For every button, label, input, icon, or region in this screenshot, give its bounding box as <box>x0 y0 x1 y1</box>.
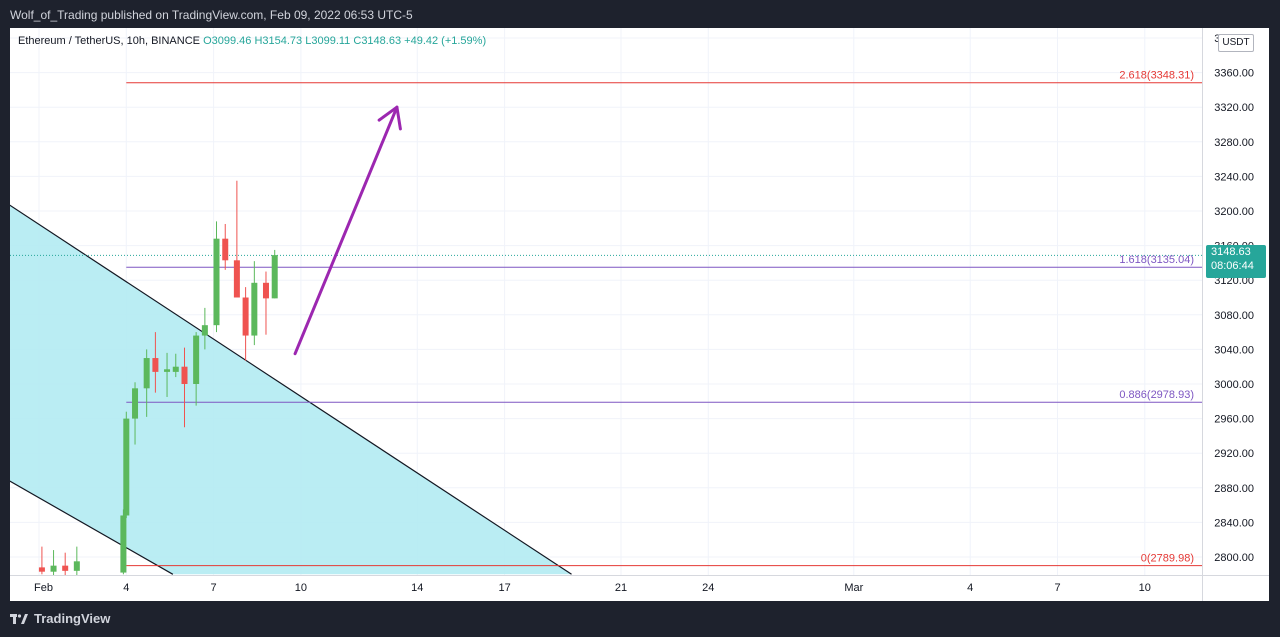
channel-lower-line <box>10 480 174 575</box>
candle-body <box>242 297 249 336</box>
candle-body <box>73 561 80 571</box>
candle-body <box>193 335 200 384</box>
fib-level-label: 0(2789.98) <box>1141 553 1194 565</box>
legend-low: L3099.11 <box>305 35 351 47</box>
price-axis-tick: 3120.00 <box>1214 275 1254 287</box>
time-axis-label: 21 <box>615 582 627 594</box>
time-axis-label: 10 <box>295 582 307 594</box>
price-axis-tick: 3040.00 <box>1214 344 1254 356</box>
price-axis-tick: 2800.00 <box>1214 552 1254 564</box>
channel-upper-line <box>10 204 572 575</box>
legend-high: H3154.73 <box>254 35 303 47</box>
candle-body <box>38 567 45 572</box>
plot-area: 2.618(3348.31) 1.618(3135.04) 0.886(2978.9… <box>10 28 1202 575</box>
price-axis-tick: 2960.00 <box>1214 414 1254 426</box>
candle-body <box>262 282 269 299</box>
fib-level-label: 0.886(2978.93) <box>1119 389 1194 401</box>
forecast-arrow-head <box>377 105 399 122</box>
tradingview-logo-icon <box>10 613 28 624</box>
candle-body <box>233 260 240 298</box>
time-axis-label: 4 <box>967 582 973 594</box>
parallel-channel-fill <box>10 205 572 575</box>
candle-body <box>120 515 127 573</box>
currency-unit-button[interactable]: USDT <box>1218 34 1254 52</box>
time-axis-label: Feb <box>34 582 53 594</box>
tradingview-brand[interactable]: TradingView <box>10 611 110 626</box>
publisher-line: Wolf_of_Trading published on TradingView… <box>10 8 413 22</box>
candle-body <box>62 565 69 571</box>
bar-countdown: 08:06:44 <box>1211 260 1254 272</box>
price-axis-tick: 3280.00 <box>1214 137 1254 149</box>
candle-body <box>251 282 258 336</box>
brand-name: TradingView <box>34 611 111 626</box>
time-axis-label: 7 <box>1054 582 1060 594</box>
legend-close: C3148.63 <box>353 35 402 47</box>
candle-body <box>164 369 171 372</box>
time-axis-label: 24 <box>702 582 714 594</box>
price-axis-tick: 3240.00 <box>1214 171 1254 183</box>
time-axis-label: 14 <box>411 582 423 594</box>
time-axis-label: 4 <box>123 582 129 594</box>
forecast-arrow-line <box>293 105 399 356</box>
forecast-arrow-head <box>395 105 402 131</box>
legend-open: O3099.46 <box>203 35 252 47</box>
legend-change: +49.42 (+1.59%) <box>404 35 487 47</box>
price-axis-tick: 3080.00 <box>1214 310 1254 322</box>
fib-level-label: 1.618(3135.04) <box>1119 254 1194 266</box>
candle-body <box>172 366 179 372</box>
publisher-bar: Wolf_of_Trading published on TradingView… <box>0 0 1280 28</box>
time-axis-label: Mar <box>844 582 863 594</box>
price-axis-tick: 3360.00 <box>1214 68 1254 80</box>
candle-body <box>213 238 220 326</box>
time-axis-label: 10 <box>1139 582 1151 594</box>
price-axis-tick: 2920.00 <box>1214 448 1254 460</box>
last-price-tag: 3148.63 08:06:44 <box>1206 245 1266 278</box>
candle-body <box>152 358 159 372</box>
time-axis-label: 17 <box>498 582 510 594</box>
candle-body <box>143 358 150 389</box>
candle-body <box>132 388 139 419</box>
candle-body <box>201 325 208 336</box>
candle-body <box>271 255 278 299</box>
time-axis-label: 7 <box>211 582 217 594</box>
candle-body <box>50 565 57 572</box>
symbol-legend: Ethereum / TetherUS, 10h, BINANCE O3099.… <box>18 35 486 47</box>
price-axis-tick: 3320.00 <box>1214 102 1254 114</box>
symbol-name: Ethereum / TetherUS, 10h, BINANCE <box>18 35 200 47</box>
price-axis-tick: 2880.00 <box>1214 483 1254 495</box>
price-axis-tick: 2840.00 <box>1214 517 1254 529</box>
candle-body <box>181 366 188 384</box>
last-price-value: 3148.63 <box>1211 246 1251 258</box>
fib-level-label: 2.618(3348.31) <box>1119 70 1194 82</box>
candle-body <box>222 238 229 261</box>
price-axis-tick: 3000.00 <box>1214 379 1254 391</box>
price-axis-tick: 3200.00 <box>1214 206 1254 218</box>
candle-body <box>123 418 130 516</box>
